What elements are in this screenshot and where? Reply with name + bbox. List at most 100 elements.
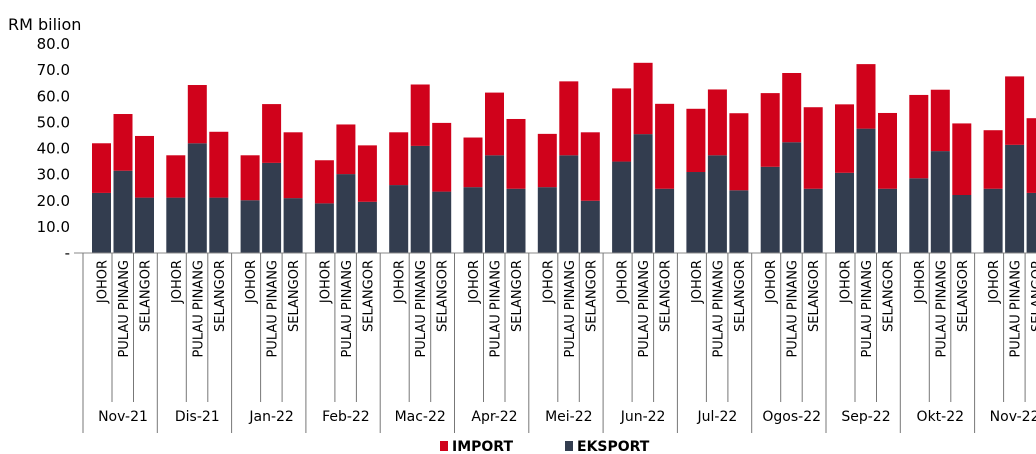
y-axis: - 10.0 20.0 30.0 40.0 50.0 60.0 70.0 80.0 — [37, 35, 70, 262]
bar-import — [559, 81, 579, 156]
bar-eksport — [113, 170, 133, 253]
bar-eksport — [782, 142, 802, 253]
bar-eksport — [580, 200, 600, 253]
bar-import — [930, 89, 950, 152]
bar-eksport — [686, 172, 706, 253]
bar-import — [1005, 76, 1025, 145]
state-tick-label: SELANGOR — [882, 260, 897, 332]
month-tick-label: Mac-22 — [395, 409, 446, 425]
bar-eksport — [760, 166, 780, 253]
bar-eksport — [803, 188, 823, 253]
y-tick-label: 20.0 — [37, 192, 70, 210]
bar-import — [782, 72, 802, 143]
state-tick-label: JOHOR — [913, 260, 928, 304]
state-tick-label: PULAU PINANG — [860, 260, 875, 358]
state-tick-label: JOHOR — [318, 260, 333, 304]
state-tick-label: PULAU PINANG — [117, 260, 132, 358]
month-tick-label: Dis-21 — [175, 409, 220, 425]
x-axis: JOHOR PULAU PINANG SELANGOR Nov-21 JOHOR PULA… — [74, 252, 1036, 433]
bar-import — [909, 94, 929, 179]
y-tick-label: 80.0 — [37, 35, 70, 53]
bar-eksport — [983, 188, 1003, 253]
bar-import — [580, 132, 600, 201]
bar-eksport — [506, 188, 526, 253]
state-tick-label: JOHOR — [987, 260, 1002, 304]
state-tick-label: PULAU PINANG — [711, 260, 726, 358]
state-tick-label: JOHOR — [764, 260, 779, 304]
state-tick-label: SELANGOR — [807, 260, 822, 332]
bar-eksport — [485, 155, 504, 253]
state-tick-label: SELANGOR — [139, 260, 154, 332]
bar-import — [314, 160, 334, 204]
bar-eksport — [729, 190, 749, 253]
month-tick-label: Jun-22 — [620, 409, 666, 425]
state-tick-label: PULAU PINANG — [489, 260, 504, 358]
bar-eksport — [314, 203, 334, 253]
legend-swatch — [565, 441, 573, 451]
bar-import — [209, 131, 229, 198]
state-tick-label: PULAU PINANG — [786, 260, 801, 358]
month-tick-label: Mei-22 — [545, 409, 592, 425]
bar-eksport — [336, 174, 356, 253]
month-tick-label: Jul-22 — [697, 409, 738, 425]
state-tick-label: SELANGOR — [436, 260, 451, 332]
state-tick-label: JOHOR — [96, 260, 111, 304]
bar-eksport — [410, 145, 430, 253]
bar-import — [633, 62, 653, 135]
legend-swatch — [440, 441, 448, 451]
bar-eksport — [92, 192, 111, 253]
bar-import — [389, 132, 409, 186]
bar-eksport — [612, 161, 632, 253]
bar-import — [432, 122, 452, 192]
month-tick-label: Feb-22 — [322, 409, 370, 425]
state-tick-label: SELANGOR — [659, 260, 674, 332]
state-tick-label: PULAU PINANG — [340, 260, 355, 358]
bar-eksport — [135, 197, 154, 253]
state-tick-label: SELANGOR — [287, 260, 302, 332]
state-tick-label: PULAU PINANG — [637, 260, 652, 358]
bar-import — [166, 155, 186, 198]
month-tick-label: Nov-22 — [990, 409, 1036, 425]
state-tick-label: SELANGOR — [1030, 260, 1036, 332]
y-tick-label: 10.0 — [37, 218, 70, 236]
bar-eksport — [240, 200, 260, 253]
state-tick-label: JOHOR — [541, 260, 556, 304]
bar-import — [240, 155, 260, 201]
bar-import — [485, 92, 504, 156]
bar-import — [835, 104, 854, 173]
bar-eksport — [432, 191, 452, 253]
state-tick-label: PULAU PINANG — [266, 260, 281, 358]
bar-eksport — [187, 143, 207, 253]
month-tick-label: Apr-22 — [471, 409, 517, 425]
bar-eksport — [209, 197, 229, 253]
state-tick-label: SELANGOR — [361, 260, 376, 332]
bar-import — [506, 118, 526, 189]
bar-eksport — [357, 201, 377, 253]
y-tick-label: 70.0 — [37, 61, 70, 79]
state-tick-label: JOHOR — [839, 260, 854, 304]
bar-group — [92, 62, 1036, 253]
legend-label: EKSPORT — [577, 439, 650, 454]
state-tick-label: JOHOR — [616, 260, 631, 304]
bar-eksport — [463, 187, 483, 253]
state-tick-label: JOHOR — [393, 260, 408, 304]
bar-eksport — [559, 155, 579, 253]
state-tick-label: SELANGOR — [584, 260, 599, 332]
bar-import — [612, 88, 632, 162]
state-tick-label: SELANGOR — [213, 260, 228, 332]
bar-import — [336, 124, 356, 175]
bar-eksport — [655, 188, 675, 253]
month-tick-label: Nov-21 — [98, 409, 148, 425]
bar-eksport — [707, 155, 727, 253]
bar-eksport — [1026, 192, 1036, 253]
bar-eksport — [878, 188, 897, 253]
bar-import — [1026, 118, 1036, 193]
state-tick-label: JOHOR — [170, 260, 185, 304]
bar-import — [92, 143, 111, 193]
y-tick-label: 50.0 — [37, 113, 70, 131]
bar-import — [878, 112, 897, 189]
month-tick-label: Jan-22 — [248, 409, 293, 425]
bar-import — [262, 104, 282, 163]
bar-import — [135, 135, 154, 198]
bar-import — [283, 132, 303, 199]
